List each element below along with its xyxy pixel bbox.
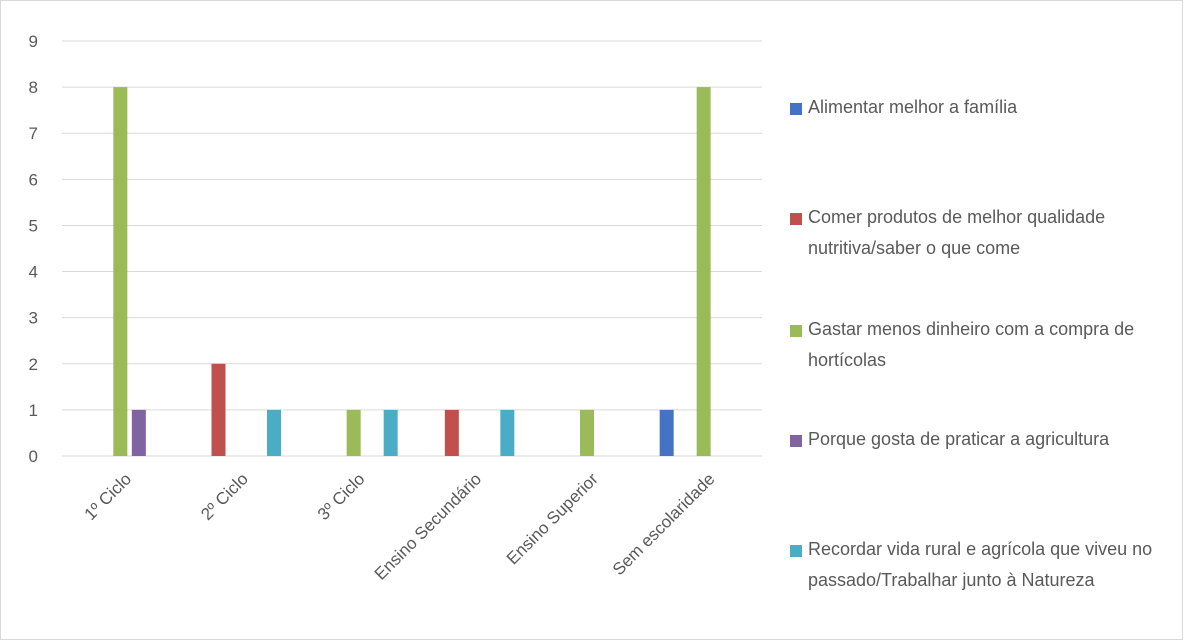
legend-swatch	[790, 103, 802, 115]
legend-label: Porque gosta de praticar a agricultura	[808, 429, 1110, 449]
bar	[580, 409, 594, 456]
x-tick-label: Ensino Superior	[503, 469, 602, 568]
x-tick-label: 3º Ciclo	[314, 469, 369, 524]
y-tick-label: 1	[29, 401, 38, 420]
legend-swatch	[790, 435, 802, 447]
bar	[444, 409, 459, 456]
y-tick-label: 2	[29, 355, 38, 374]
legend-label: Recordar vida rural e agrícola que viveu…	[808, 539, 1153, 590]
bar	[267, 409, 281, 456]
x-tick-label: Ensino Secundário	[371, 469, 485, 583]
bar	[211, 363, 226, 456]
x-tick-label: 1º Ciclo	[81, 469, 136, 524]
x-tick-label: 2º Ciclo	[197, 469, 252, 524]
y-tick-label: 9	[29, 32, 38, 51]
bar	[383, 409, 398, 456]
y-tick-label: 3	[29, 309, 38, 328]
bar	[659, 409, 674, 456]
y-tick-label: 4	[29, 263, 38, 282]
y-tick-label: 6	[29, 170, 38, 189]
x-tick-label: Sem escolaridade	[609, 469, 719, 579]
y-tick-label: 7	[29, 124, 38, 143]
legend-swatch	[790, 545, 802, 557]
bar	[113, 87, 128, 456]
bar	[500, 409, 515, 456]
bar	[131, 409, 146, 456]
bar	[696, 87, 711, 456]
y-tick-label: 8	[29, 78, 38, 97]
y-tick-label: 0	[29, 447, 38, 466]
legend-swatch	[790, 325, 802, 337]
bar	[346, 409, 361, 456]
y-tick-label: 5	[29, 216, 38, 235]
legend-swatch	[790, 213, 802, 225]
legend-label: Gastar menos dinheiro com a compra de ho…	[808, 319, 1135, 370]
legend-label: Alimentar melhor a família	[808, 97, 1018, 117]
legend-label: Comer produtos de melhor qualidade nutri…	[808, 207, 1106, 258]
